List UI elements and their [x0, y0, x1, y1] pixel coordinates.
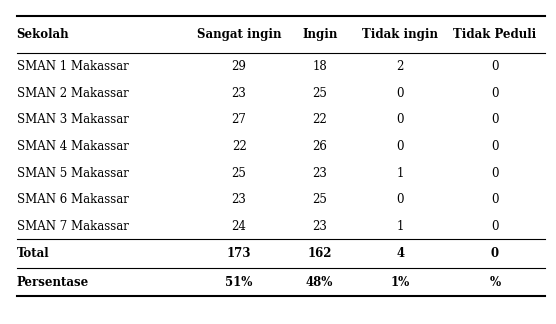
Text: 1%: 1% [391, 276, 410, 289]
Text: 23: 23 [312, 167, 327, 179]
Text: 27: 27 [232, 113, 246, 126]
Text: Tidak ingin: Tidak ingin [363, 28, 438, 41]
Text: Persentase: Persentase [17, 276, 89, 289]
Text: 162: 162 [307, 247, 332, 260]
Text: Sangat ingin: Sangat ingin [197, 28, 281, 41]
Text: SMAN 6 Makassar: SMAN 6 Makassar [17, 193, 128, 206]
Text: 0: 0 [491, 167, 499, 179]
Text: Total: Total [17, 247, 49, 260]
Text: 1: 1 [396, 220, 404, 233]
Text: 0: 0 [396, 140, 404, 153]
Text: 0: 0 [491, 220, 499, 233]
Text: 0: 0 [491, 113, 499, 126]
Text: Ingin: Ingin [302, 28, 337, 41]
Text: 23: 23 [232, 193, 246, 206]
Text: 2: 2 [396, 60, 404, 73]
Text: 0: 0 [491, 140, 499, 153]
Text: 23: 23 [232, 87, 246, 100]
Text: 1: 1 [396, 167, 404, 179]
Text: 22: 22 [232, 140, 246, 153]
Text: SMAN 2 Makassar: SMAN 2 Makassar [17, 87, 128, 100]
Text: 0: 0 [396, 193, 404, 206]
Text: 0: 0 [491, 193, 499, 206]
Text: 173: 173 [227, 247, 251, 260]
Text: 0: 0 [491, 60, 499, 73]
Text: Tidak Peduli: Tidak Peduli [453, 28, 537, 41]
Text: SMAN 1 Makassar: SMAN 1 Makassar [17, 60, 128, 73]
Text: 0: 0 [491, 247, 499, 260]
Text: %: % [489, 276, 500, 289]
Text: SMAN 4 Makassar: SMAN 4 Makassar [17, 140, 128, 153]
Text: 0: 0 [491, 87, 499, 100]
Text: 48%: 48% [306, 276, 334, 289]
Text: 29: 29 [232, 60, 246, 73]
Text: 25: 25 [312, 87, 327, 100]
Text: 25: 25 [312, 193, 327, 206]
Text: 0: 0 [396, 87, 404, 100]
Text: 18: 18 [312, 60, 327, 73]
Text: Sekolah: Sekolah [17, 28, 70, 41]
Text: SMAN 7 Makassar: SMAN 7 Makassar [17, 220, 128, 233]
Text: 25: 25 [232, 167, 246, 179]
Text: 4: 4 [396, 247, 404, 260]
Text: 26: 26 [312, 140, 327, 153]
Text: SMAN 5 Makassar: SMAN 5 Makassar [17, 167, 128, 179]
Text: 0: 0 [396, 113, 404, 126]
Text: 22: 22 [312, 113, 327, 126]
Text: SMAN 3 Makassar: SMAN 3 Makassar [17, 113, 128, 126]
Text: 24: 24 [232, 220, 246, 233]
Text: 51%: 51% [225, 276, 253, 289]
Text: 23: 23 [312, 220, 327, 233]
